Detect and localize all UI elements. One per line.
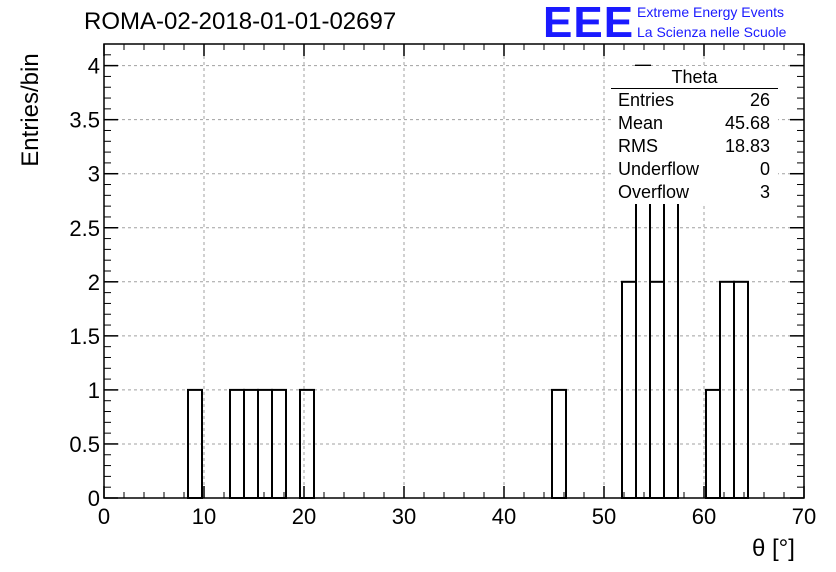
stats-label: RMS	[618, 136, 658, 156]
stats-value: 45.68	[724, 113, 770, 133]
stats-row-mean: Mean 45.68	[611, 112, 778, 135]
stats-label: Underflow	[618, 159, 700, 179]
stats-value: 18.83	[724, 136, 770, 156]
x-tick-label: 40	[492, 504, 516, 529]
x-tick-label: 10	[192, 504, 216, 529]
eee-logo: EEE	[543, 0, 635, 47]
stats-value: 3	[759, 182, 770, 202]
y-tick-label: 1	[88, 378, 100, 403]
y-tick-label: 2.5	[69, 216, 100, 241]
x-tick-label: 30	[392, 504, 416, 529]
logo-caption-line2: La Scienza nelle Scuole	[637, 24, 787, 40]
stats-label: Entries	[618, 90, 675, 110]
y-tick-label: 2	[88, 270, 100, 295]
y-tick-label: 3	[88, 162, 100, 187]
stats-label: Overflow	[618, 182, 690, 202]
x-tick-label: 20	[292, 504, 316, 529]
chart-title: ROMA-02-2018-01-01-02697	[84, 8, 397, 35]
stats-row-underflow: Underflow 0	[611, 158, 778, 181]
stats-row-overflow: Overflow 3	[611, 181, 778, 204]
stats-value: 26	[749, 90, 770, 110]
stats-row-rms: RMS 18.83	[611, 135, 778, 158]
x-tick-label: 50	[592, 504, 616, 529]
y-tick-label: 3.5	[69, 108, 100, 133]
stats-title: Theta	[611, 66, 778, 89]
y-tick-label: 0	[88, 486, 100, 511]
x-tick-label: 60	[692, 504, 716, 529]
axis-ticks	[103, 43, 805, 499]
grid-lines	[104, 44, 804, 498]
x-axis-label: θ [°]	[752, 535, 795, 562]
y-axis-label: Entries/bin	[17, 53, 44, 167]
stats-box: Theta Entries 26 Mean 45.68 RMS 18.83 Un…	[611, 66, 778, 204]
y-tick-label: 1.5	[69, 324, 100, 349]
logo-caption-line1: Extreme Energy Events	[637, 4, 785, 20]
x-tick-label: 70	[792, 504, 816, 529]
stats-row-entries: Entries 26	[611, 89, 778, 112]
x-tick-label: 0	[98, 504, 110, 529]
y-tick-label: 4	[88, 54, 100, 79]
stats-value: 0	[759, 159, 770, 179]
stats-label: Mean	[618, 113, 664, 133]
y-tick-label: 0.5	[69, 432, 100, 457]
